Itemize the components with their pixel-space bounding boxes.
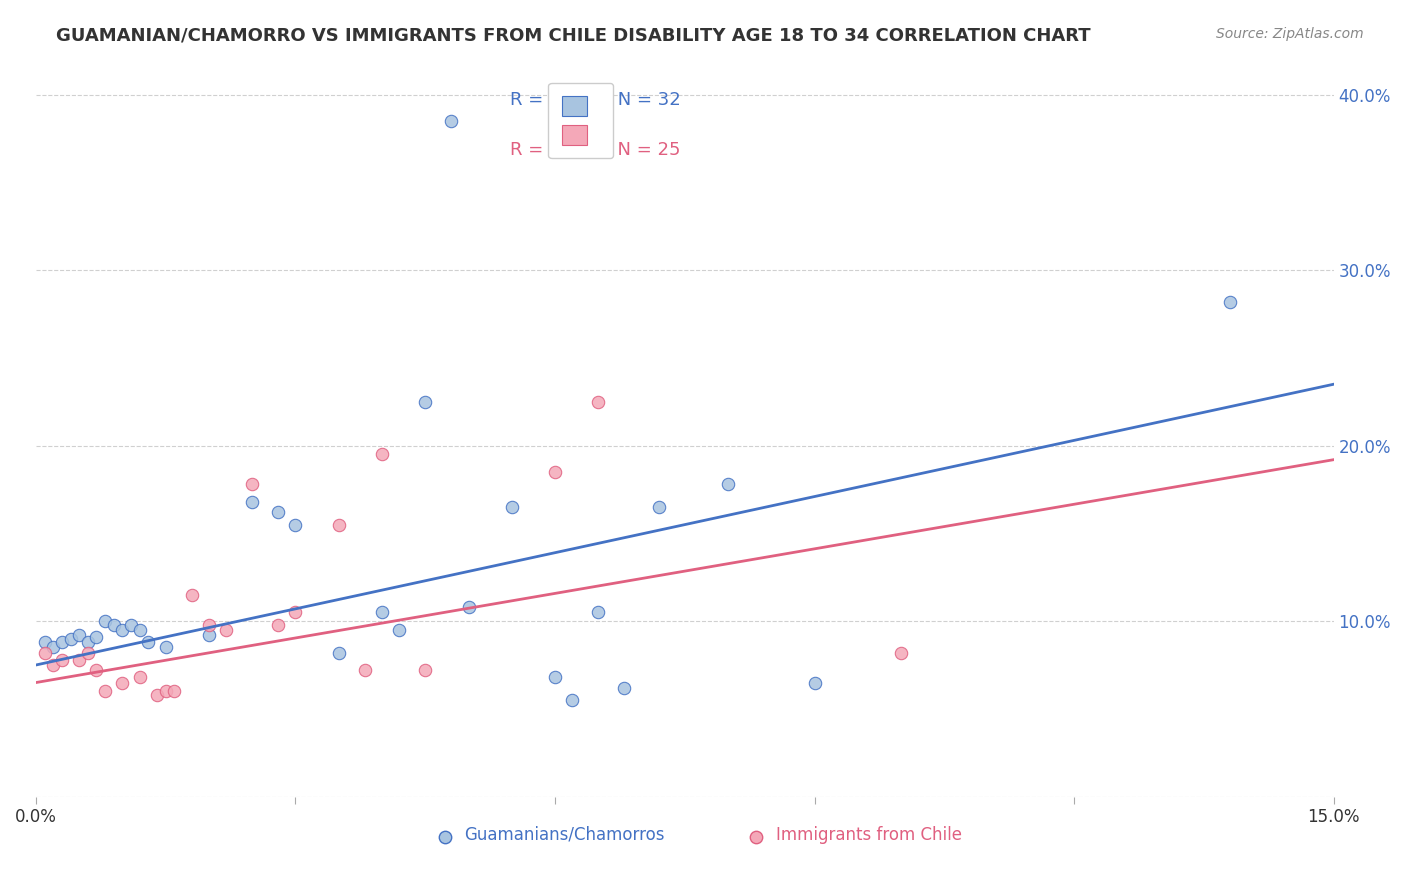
Point [588, 394, 610, 409]
Point [353, 663, 375, 677]
Point [51, 653, 73, 667]
Point [76, 635, 98, 649]
Point [890, 646, 912, 660]
Point [76, 646, 98, 660]
Point [128, 670, 150, 684]
Point [146, 688, 169, 702]
Point [163, 684, 186, 698]
Point [180, 588, 202, 602]
Point [67, 628, 90, 642]
Point [155, 684, 177, 698]
Text: Guamanians/Chamorros: Guamanians/Chamorros [464, 826, 665, 844]
Text: Immigrants from Chile: Immigrants from Chile [776, 826, 962, 844]
Point [34, 635, 56, 649]
Point [111, 623, 134, 637]
Point [613, 681, 636, 695]
Point [120, 617, 142, 632]
Text: GUAMANIAN/CHAMORRO VS IMMIGRANTS FROM CHILE DISABILITY AGE 18 TO 34 CORRELATION : GUAMANIAN/CHAMORRO VS IMMIGRANTS FROM CH… [56, 27, 1091, 45]
Point [128, 623, 150, 637]
Point [457, 600, 479, 615]
Point [803, 675, 825, 690]
Point [155, 640, 177, 655]
Point [328, 517, 350, 532]
Point [86, 663, 108, 677]
Point [198, 617, 221, 632]
Point [240, 495, 263, 509]
Point [94, 684, 117, 698]
Text: R = 0.486   N = 25: R = 0.486 N = 25 [509, 142, 681, 160]
Point [51, 635, 73, 649]
Point [501, 500, 523, 514]
Point [648, 500, 671, 514]
Point [388, 623, 411, 637]
Point [588, 605, 610, 619]
Point [440, 114, 463, 128]
Point [198, 628, 221, 642]
Point [103, 617, 125, 632]
Point [1219, 294, 1241, 309]
Point [94, 614, 117, 628]
Point [544, 465, 567, 479]
Point [284, 517, 307, 532]
Point [111, 675, 134, 690]
Point [413, 394, 436, 409]
Point [138, 635, 160, 649]
Point [240, 477, 263, 491]
Point [284, 605, 307, 619]
Point [42, 658, 65, 673]
Point [267, 617, 290, 632]
Point [67, 653, 90, 667]
Point [34, 646, 56, 660]
Point [267, 505, 290, 519]
Point [717, 477, 740, 491]
Point [371, 605, 394, 619]
Text: R = 0.459   N = 32: R = 0.459 N = 32 [509, 91, 681, 110]
Point [86, 630, 108, 644]
Point [42, 640, 65, 655]
Point [371, 447, 394, 461]
Legend: , : , [548, 83, 613, 159]
Point [544, 670, 567, 684]
Point [215, 623, 238, 637]
Text: Source: ZipAtlas.com: Source: ZipAtlas.com [1216, 27, 1364, 41]
Point [328, 646, 350, 660]
Point [413, 663, 436, 677]
Point [561, 693, 583, 707]
Point [59, 632, 82, 646]
